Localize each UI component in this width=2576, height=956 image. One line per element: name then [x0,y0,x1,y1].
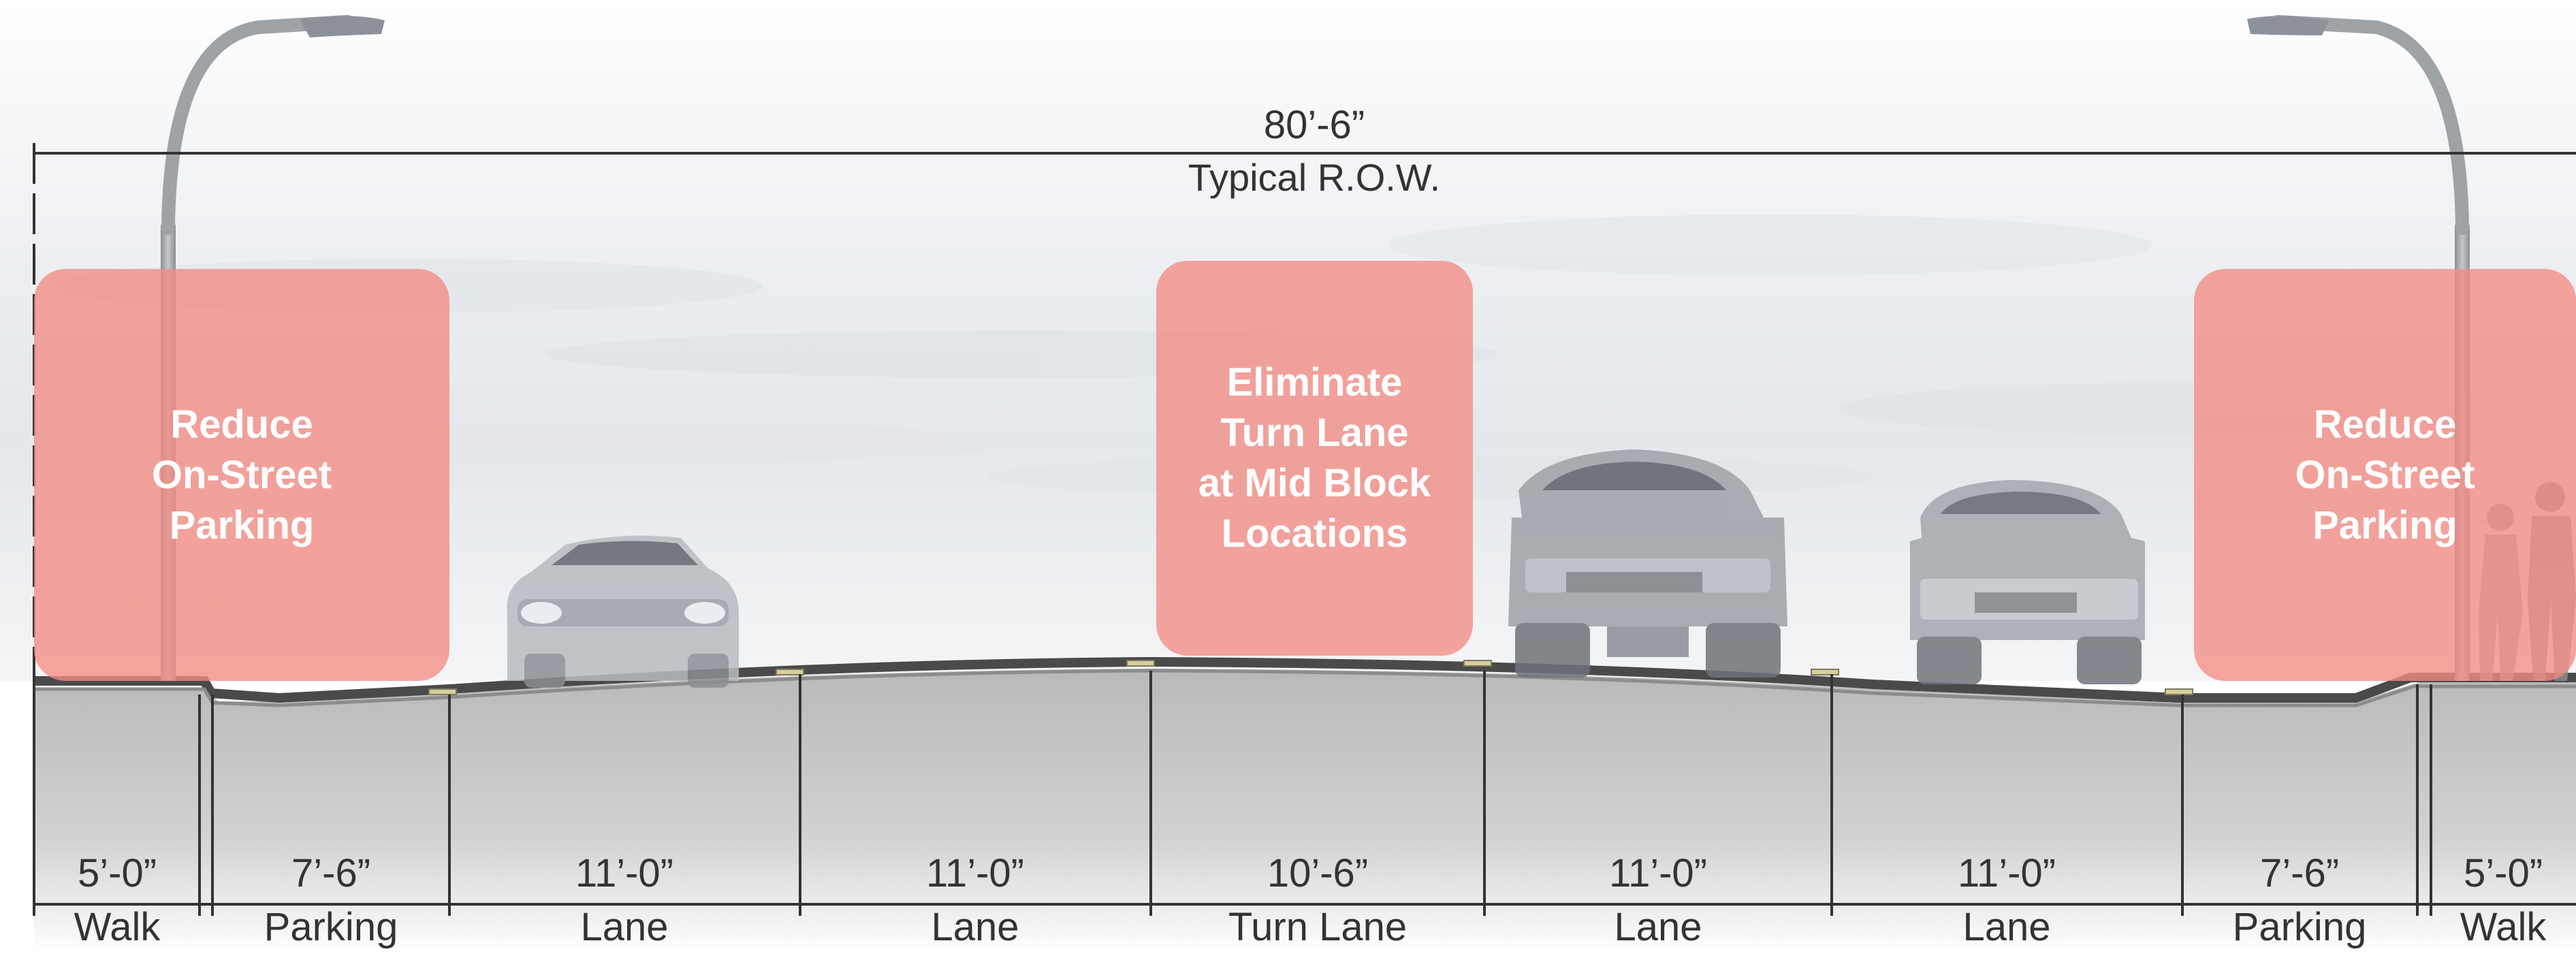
segment-name: Lane [931,905,1019,949]
pickup-truck-icon [1508,449,1787,678]
callout-text: Reduce On-Street Parking [2295,402,2475,547]
callout-text: Reduce On-Street Parking [151,402,332,547]
segment-width: 11’-0” [575,851,673,895]
segment-name: Lane [1614,905,1702,949]
ground-fill [34,669,2576,953]
dimension-lines [33,143,2576,916]
row-dimension: 80’-6” [1263,103,1365,147]
callout-eliminate-turn-lane: Eliminate Turn Lane at Mid Block Locatio… [1156,261,1473,656]
tick-marks [33,671,2432,916]
segment-name: Turn Lane [1228,905,1408,949]
callout-text: Eliminate Turn Lane at Mid Block Locatio… [1198,360,1431,556]
sedan-car-icon [507,535,739,688]
segment-name: Walk [2460,905,2547,949]
callout-reduce-parking-left: Reduce On-Street Parking [34,269,449,681]
segment-name: Lane [1962,905,2051,949]
segment-name: Parking [264,905,398,949]
segment-name: Lane [580,905,669,949]
callout-reduce-parking-right: Reduce On-Street Parking [2194,269,2576,681]
segment-width: 10’-6” [1267,851,1369,895]
segment-width: 5’-0” [77,851,157,895]
segment-width: 7’-6” [291,851,371,895]
row-label: Typical R.O.W. [1188,156,1441,199]
lane-markers [428,660,2193,695]
segment-width: 5’-0” [2463,851,2543,895]
segment-width: 11’-0” [1609,851,1707,895]
segment-name: Walk [74,905,161,949]
segment-width: 7’-6” [2259,851,2340,895]
segment-width: 11’-0” [926,851,1024,895]
segment-width: 11’-0” [1958,851,2056,895]
segment-name: Parking [2232,905,2367,949]
pickup-truck-rear-icon [1910,480,2145,684]
